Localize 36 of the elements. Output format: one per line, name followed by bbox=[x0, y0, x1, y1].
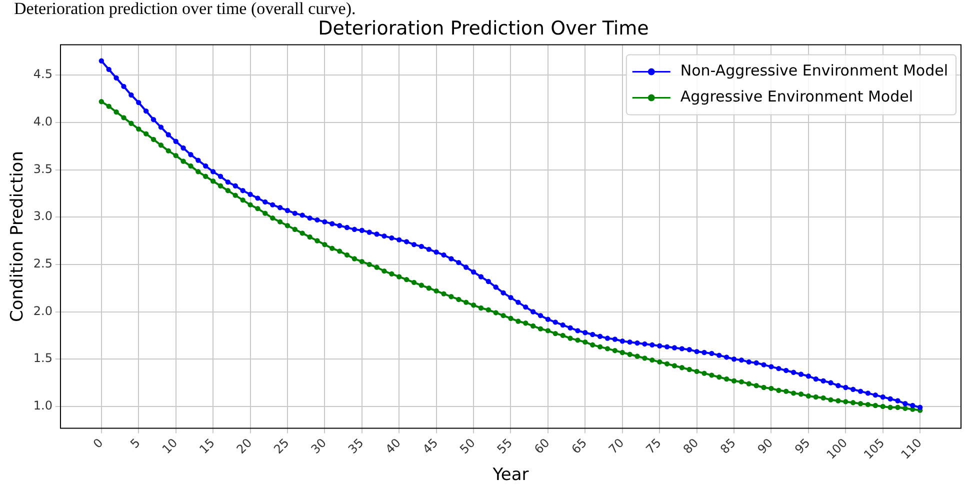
x-tick-label: 55 bbox=[494, 436, 516, 456]
x-tick-label: 90 bbox=[754, 436, 776, 456]
y-tick-label: 1.0 bbox=[33, 398, 52, 413]
x-tick-label: 35 bbox=[346, 436, 366, 456]
x-tick-label: 5 bbox=[128, 436, 143, 452]
y-tick-label: 3.5 bbox=[33, 162, 52, 176]
chart-title: Deterioration Prediction Over Time bbox=[318, 17, 649, 40]
text: Deterioration prediction over time (overall curve). bbox=[13, 0, 357, 18]
x-tick-label: 110 bbox=[898, 436, 924, 462]
y-tick-label: 1.5 bbox=[33, 351, 52, 366]
x-tick-label: 70 bbox=[606, 436, 627, 456]
x-tick-label: 40 bbox=[382, 436, 404, 456]
x-tick-label: 60 bbox=[532, 436, 552, 456]
x-tick-label: 100 bbox=[824, 436, 850, 462]
y-axis-title: Condition Prediction bbox=[8, 151, 28, 322]
x-tick-label: 15 bbox=[196, 436, 218, 456]
x-tick-label: 65 bbox=[568, 436, 590, 456]
x-tick-label: 30 bbox=[308, 436, 330, 456]
y-tick-label: 4.0 bbox=[33, 114, 52, 129]
x-tick-label: 80 bbox=[680, 436, 702, 456]
x-tick-label: 75 bbox=[643, 436, 664, 456]
x-tick-label: 20 bbox=[234, 436, 255, 456]
y-tick-label: 2.0 bbox=[33, 304, 52, 318]
x-tick-label: 0 bbox=[90, 436, 106, 452]
x-tick-label: 50 bbox=[457, 436, 478, 456]
x-tick-label: 95 bbox=[792, 436, 813, 456]
legend-label: Non-Aggressive Environment Model bbox=[680, 62, 948, 80]
x-tick-label: 85 bbox=[718, 436, 738, 456]
y-tick-label: 4.5 bbox=[33, 67, 52, 82]
x-axis-title: Year bbox=[492, 465, 529, 486]
x-tick-label: 25 bbox=[271, 436, 292, 456]
legend-label: Aggressive Environment Model bbox=[680, 88, 914, 106]
x-tick-label: 10 bbox=[159, 436, 180, 456]
y-tick-label: 2.5 bbox=[33, 256, 52, 271]
y-tick-label: 3.0 bbox=[33, 209, 52, 224]
x-tick-label: 45 bbox=[420, 436, 441, 456]
